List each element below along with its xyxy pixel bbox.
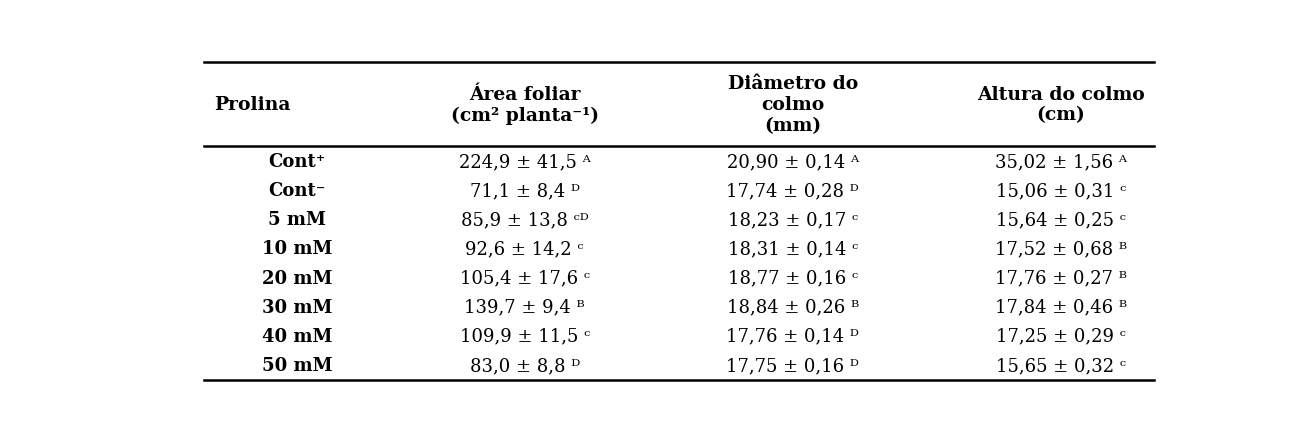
- Text: 139,7 ± 9,4 ᴮ: 139,7 ± 9,4 ᴮ: [465, 298, 585, 316]
- Text: 20,90 ± 0,14 ᴬ: 20,90 ± 0,14 ᴬ: [727, 152, 859, 170]
- Text: 15,65 ± 0,32 ᶜ: 15,65 ± 0,32 ᶜ: [996, 356, 1126, 374]
- Text: 71,1 ± 8,4 ᴰ: 71,1 ± 8,4 ᴰ: [470, 182, 579, 200]
- Text: 20 mM: 20 mM: [262, 269, 333, 287]
- Text: Altura do colmo
(cm): Altura do colmo (cm): [977, 85, 1144, 124]
- Text: 17,76 ± 0,27 ᴮ: 17,76 ± 0,27 ᴮ: [994, 269, 1126, 287]
- Text: 40 mM: 40 mM: [262, 327, 333, 345]
- Text: 15,64 ± 0,25 ᶜ: 15,64 ± 0,25 ᶜ: [996, 211, 1126, 229]
- Text: 10 mM: 10 mM: [262, 240, 333, 258]
- Text: 35,02 ± 1,56 ᴬ: 35,02 ± 1,56 ᴬ: [994, 152, 1126, 170]
- Text: 17,75 ± 0,16 ᴰ: 17,75 ± 0,16 ᴰ: [727, 356, 859, 374]
- Text: 224,9 ± 41,5 ᴬ: 224,9 ± 41,5 ᴬ: [459, 152, 591, 170]
- Text: 18,77 ± 0,16 ᶜ: 18,77 ± 0,16 ᶜ: [728, 269, 857, 287]
- Text: Cont⁺: Cont⁺: [269, 152, 326, 170]
- Text: Área foliar
(cm² planta⁻¹): Área foliar (cm² planta⁻¹): [450, 85, 599, 124]
- Text: 18,23 ± 0,17 ᶜ: 18,23 ± 0,17 ᶜ: [728, 211, 857, 229]
- Text: 18,84 ± 0,26 ᴮ: 18,84 ± 0,26 ᴮ: [727, 298, 859, 316]
- Text: 109,9 ± 11,5 ᶜ: 109,9 ± 11,5 ᶜ: [459, 327, 590, 345]
- Text: Cont⁻: Cont⁻: [269, 182, 326, 200]
- Text: Prolina: Prolina: [214, 96, 290, 114]
- Text: 17,84 ± 0,46 ᴮ: 17,84 ± 0,46 ᴮ: [994, 298, 1126, 316]
- Text: 105,4 ± 17,6 ᶜ: 105,4 ± 17,6 ᶜ: [459, 269, 590, 287]
- Text: 83,0 ± 8,8 ᴰ: 83,0 ± 8,8 ᴰ: [470, 356, 579, 374]
- Text: 5 mM: 5 mM: [268, 211, 326, 229]
- Text: 30 mM: 30 mM: [262, 298, 333, 316]
- Text: 85,9 ± 13,8 ᶜᴰ: 85,9 ± 13,8 ᶜᴰ: [461, 211, 589, 229]
- Text: 17,76 ± 0,14 ᴰ: 17,76 ± 0,14 ᴰ: [727, 327, 859, 345]
- Text: 17,25 ± 0,29 ᶜ: 17,25 ± 0,29 ᶜ: [996, 327, 1126, 345]
- Text: 92,6 ± 14,2 ᶜ: 92,6 ± 14,2 ᶜ: [466, 240, 583, 258]
- Text: 17,74 ± 0,28 ᴰ: 17,74 ± 0,28 ᴰ: [727, 182, 859, 200]
- Text: 17,52 ± 0,68 ᴮ: 17,52 ± 0,68 ᴮ: [994, 240, 1126, 258]
- Text: 18,31 ± 0,14 ᶜ: 18,31 ± 0,14 ᶜ: [728, 240, 857, 258]
- Text: 15,06 ± 0,31 ᶜ: 15,06 ± 0,31 ᶜ: [996, 182, 1126, 200]
- Text: 50 mM: 50 mM: [262, 356, 333, 374]
- Text: Diâmetro do
colmo
(mm): Diâmetro do colmo (mm): [728, 75, 857, 134]
